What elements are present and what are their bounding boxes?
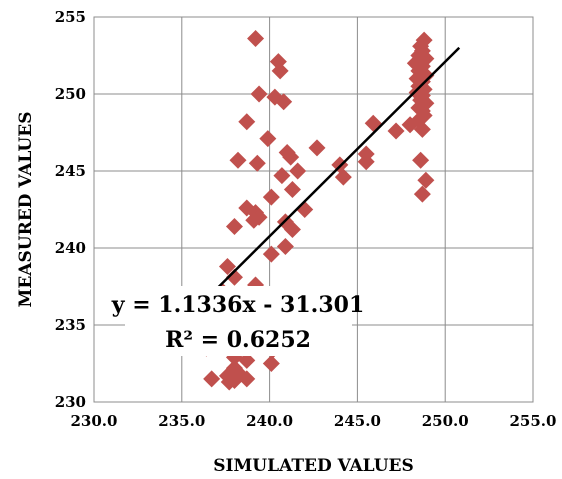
trendline <box>216 46 461 290</box>
data-point <box>413 185 431 203</box>
x-tick-label: 255.0 <box>510 412 557 430</box>
y-tick-label: 230 <box>55 393 86 411</box>
data-point <box>283 180 301 198</box>
data-point <box>250 85 268 103</box>
data-point <box>417 171 435 189</box>
data-point <box>412 151 430 169</box>
data-point <box>296 201 314 218</box>
data-point <box>203 370 221 388</box>
data-point <box>282 148 300 166</box>
data-point <box>289 162 307 180</box>
x-axis-title: SIMULATED VALUES <box>213 456 414 476</box>
data-point <box>247 30 265 48</box>
y-tick-label: 250 <box>55 85 86 103</box>
x-tick-label: 245.0 <box>334 412 381 430</box>
data-point <box>262 245 280 263</box>
x-axis-ticks: 230.0 235.0 240.0 245.0 250.0 255.0 <box>71 412 557 430</box>
data-point <box>229 151 247 169</box>
y-tick-label: 235 <box>55 316 86 334</box>
data-point <box>269 53 287 71</box>
data-point <box>334 168 352 186</box>
y-tick-label: 240 <box>55 239 86 257</box>
data-point <box>271 62 289 80</box>
r-squared-label: R² = 0.6252 <box>165 327 311 353</box>
data-point <box>275 93 293 111</box>
data-point <box>238 370 256 388</box>
data-point <box>238 351 256 369</box>
data-point <box>225 371 243 389</box>
data-point <box>248 154 266 172</box>
data-point <box>262 188 280 206</box>
equation-label-background <box>125 286 352 356</box>
data-point <box>225 268 243 286</box>
y-tick-label: 255 <box>55 8 86 26</box>
trendline-equation: y = 1.1336x - 31.301 <box>111 292 365 318</box>
data-point <box>276 237 294 255</box>
x-tick-label: 240.0 <box>246 412 293 430</box>
y-axis-title: MEASURED VALUES <box>16 112 36 308</box>
data-point <box>218 257 236 275</box>
x-tick-label: 235.0 <box>158 412 205 430</box>
data-point <box>225 217 243 235</box>
plot-area-border <box>93 16 534 403</box>
data-point <box>387 122 405 140</box>
data-point <box>245 211 263 229</box>
data-point <box>262 355 280 372</box>
data-point <box>283 221 301 239</box>
data-point <box>364 114 382 132</box>
data-point <box>238 113 256 131</box>
x-tick-label: 250.0 <box>422 412 469 430</box>
data-point <box>273 167 291 185</box>
data-point <box>259 130 277 148</box>
data-point <box>308 139 326 157</box>
y-tick-label: 245 <box>55 162 86 180</box>
data-point <box>413 120 431 138</box>
x-tick-label: 230.0 <box>71 412 118 430</box>
data-point <box>357 153 375 171</box>
y-axis-ticks: 230 235 240 245 250 255 <box>55 8 86 411</box>
